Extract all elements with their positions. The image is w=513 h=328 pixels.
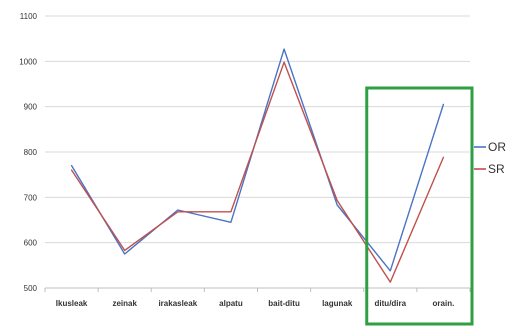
y-tick-label: 700: [24, 193, 38, 202]
highlight-box: [365, 86, 474, 326]
x-tick-label: ditu/dira: [375, 299, 407, 308]
legend-label-sr: SR: [488, 162, 505, 176]
x-tick-label: zeinak: [112, 299, 137, 308]
y-tick-label: 900: [24, 103, 38, 112]
y-tick-label: 1100: [20, 12, 38, 21]
x-tick-label: alpatu: [219, 299, 243, 308]
x-tick-label: irakasleak: [158, 299, 197, 308]
x-tick-label: Ikusleak: [56, 299, 88, 308]
x-tick-label: orain.: [433, 299, 455, 308]
y-tick-label: 800: [24, 148, 38, 157]
x-tick-label: bait-ditu: [268, 299, 300, 308]
series-line-or: [70, 48, 445, 272]
series-line-sr: [70, 61, 445, 283]
y-tick-label: 500: [24, 284, 38, 293]
legend-label-or: OR: [488, 140, 506, 154]
y-tick-label: 1000: [19, 57, 37, 66]
x-tick-label: lagunak: [322, 299, 353, 308]
y-tick-label: 600: [24, 239, 38, 248]
